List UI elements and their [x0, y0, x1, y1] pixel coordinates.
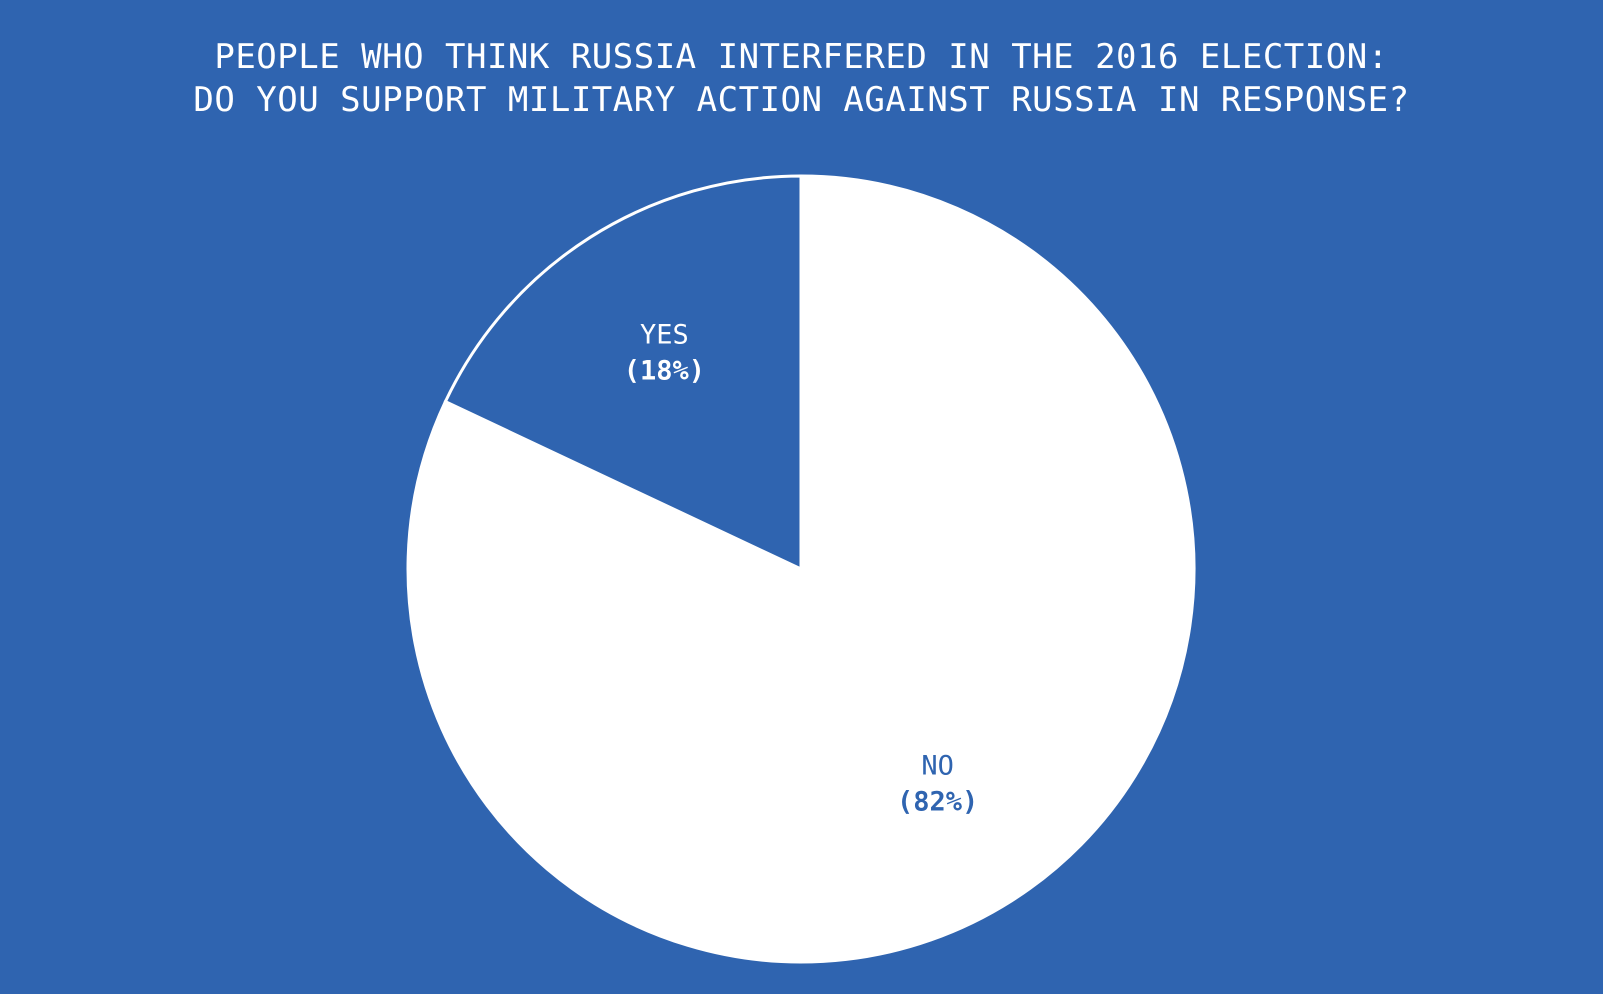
chart-title: PEOPLE WHO THINK RUSSIA INTERFERED IN TH… [0, 36, 1603, 122]
slice-value-no: (82%) [897, 786, 978, 817]
chart-title-line-1: PEOPLE WHO THINK RUSSIA INTERFERED IN TH… [214, 37, 1389, 77]
slice-label-no: NO [921, 750, 954, 781]
slice-value-yes: (18%) [624, 356, 705, 387]
chart-title-line-2: DO YOU SUPPORT MILITARY ACTION AGAINST R… [193, 80, 1410, 120]
pie-slice-yes [443, 174, 803, 572]
slice-label-yes: YES [640, 320, 689, 351]
